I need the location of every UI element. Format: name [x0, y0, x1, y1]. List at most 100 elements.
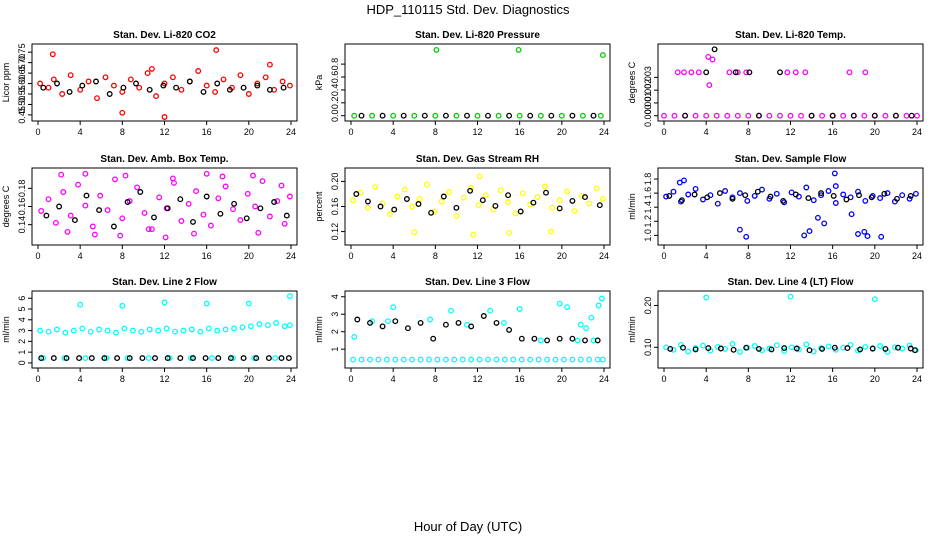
data-point: [119, 215, 126, 222]
data-point: [383, 356, 390, 363]
data-point: [85, 78, 92, 85]
x-tick-label: 8: [433, 374, 438, 384]
data-point: [569, 356, 576, 363]
data-point: [377, 203, 384, 210]
data-point: [497, 187, 504, 194]
data-point: [427, 316, 434, 323]
x-tick-label: 24: [912, 127, 922, 137]
data-point: [286, 82, 293, 89]
y-tick-label: 4: [17, 317, 27, 322]
data-point: [527, 112, 534, 119]
data-point: [705, 345, 712, 352]
data-point: [195, 68, 202, 74]
data-point: [70, 327, 77, 334]
y-tick-label: 0.2: [330, 97, 340, 110]
data-point: [549, 204, 556, 211]
y-tick-label: 0.60: [17, 75, 27, 93]
data-point: [751, 343, 758, 349]
data-point: [908, 112, 915, 119]
y-tick-label: 0.001: [643, 92, 653, 115]
data-point: [364, 198, 371, 205]
data-point: [358, 356, 365, 363]
data-point: [160, 82, 167, 89]
data-point: [164, 205, 171, 212]
data-point: [102, 74, 109, 81]
data-point: [200, 88, 207, 95]
data-point: [119, 302, 126, 309]
data-point: [766, 112, 773, 119]
data-point: [899, 192, 906, 199]
y-tick-label: 0.0: [330, 109, 340, 122]
data-point: [861, 228, 868, 235]
data-point: [133, 80, 139, 87]
data-point: [868, 194, 875, 201]
data-point: [819, 345, 826, 352]
y-tick-label: 0.002: [643, 79, 653, 102]
data-point: [787, 293, 794, 300]
data-point: [569, 112, 576, 119]
x-tick-label: 24: [286, 374, 296, 384]
y-axis-label: degrees C: [1, 185, 11, 227]
data-point: [840, 112, 847, 119]
x-tick-label: 20: [244, 127, 254, 137]
data-point: [103, 355, 110, 362]
data-point: [350, 356, 357, 363]
data-point: [485, 356, 491, 363]
data-point: [203, 170, 210, 177]
x-tick-label: 20: [557, 374, 567, 384]
data-point: [700, 342, 706, 349]
data-point: [400, 112, 407, 119]
data-point: [861, 112, 868, 119]
data-point: [254, 80, 261, 87]
y-tick-label: 0.20: [330, 173, 340, 191]
data-point: [191, 230, 197, 237]
data-point: [455, 319, 462, 326]
panel-9: Stan. Dev. Line 4 (LT) Flow ml/min 0 4 8 12 16…: [627, 277, 924, 384]
data-point: [558, 112, 565, 119]
data-point: [517, 208, 524, 215]
x-tick-label: 12: [472, 127, 482, 137]
data-point: [582, 337, 588, 344]
data-point: [487, 307, 494, 314]
data-point: [512, 210, 519, 217]
data-point: [892, 112, 899, 119]
data-point: [214, 80, 221, 87]
data-point: [252, 203, 259, 210]
data-point: [186, 78, 193, 85]
data-point: [411, 112, 418, 119]
x-tick-label: 24: [286, 251, 296, 261]
data-point: [855, 231, 861, 237]
panel-5: Stan. Dev. Gas Stream RH percent 0 4 8 12 16 20…: [314, 154, 611, 261]
x-tick-label: 16: [515, 127, 525, 137]
y-axis-label: ml/min: [627, 193, 637, 220]
data-point: [516, 112, 523, 119]
data-point: [734, 112, 741, 119]
data-point: [506, 229, 513, 236]
x-tick-label: 0: [661, 374, 666, 384]
data-point: [202, 355, 209, 362]
data-point: [788, 344, 795, 351]
x-tick-label: 20: [557, 127, 567, 137]
x-tick-label: 12: [785, 127, 795, 137]
data-point: [810, 197, 817, 204]
data-point: [101, 355, 108, 362]
data-point: [543, 189, 549, 196]
data-point: [596, 202, 603, 209]
data-point: [434, 356, 441, 363]
data-point: [744, 197, 751, 204]
data-point: [569, 335, 576, 342]
data-point: [255, 229, 262, 236]
data-point: [77, 301, 84, 308]
data-point: [501, 356, 508, 363]
data-point: [767, 193, 774, 200]
data-point: [64, 228, 71, 235]
data-point: [403, 196, 410, 202]
data-point: [274, 198, 281, 205]
data-point: [67, 212, 74, 219]
data-point: [49, 51, 56, 58]
data-point: [556, 300, 563, 307]
data-point: [256, 321, 263, 328]
data-point: [803, 341, 810, 348]
x-tick-label: 8: [746, 374, 751, 384]
